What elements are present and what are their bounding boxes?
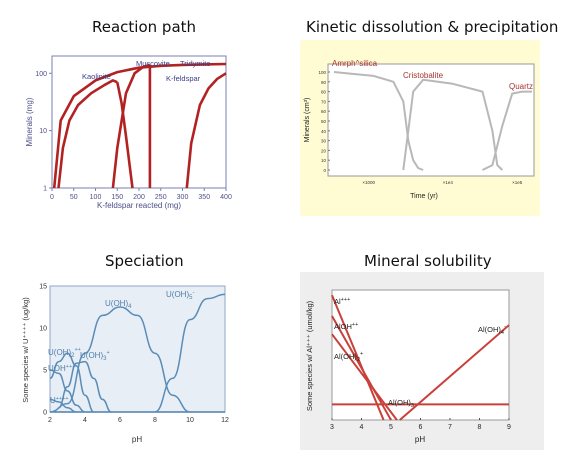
series-line-u-oh-2 — [49, 352, 95, 413]
x-axis-label: pH — [132, 435, 142, 444]
x-tick-label: 100 — [90, 194, 102, 201]
series-line-u — [49, 398, 77, 413]
plot-frame — [49, 285, 226, 413]
annotation-al-oh-3: Al(OH)3 — [388, 398, 414, 409]
y-tick-label: 80 — [321, 90, 327, 95]
y-tick-label: 100 — [318, 70, 326, 75]
series-line-tridymite — [52, 62, 227, 189]
y-axis-label: Some species w/ Al⁺⁺⁺ (umol/kg) — [305, 300, 314, 411]
x-tick-label: 2 — [48, 417, 52, 424]
series-line-kaolinite — [57, 79, 118, 189]
x-tick-label: 6 — [118, 417, 122, 424]
y-tick-label: 15 — [39, 284, 47, 291]
solubility-chart: 3 4 5 6 7 8 9 Al+++ AlOH++ Al(OH)2+ Al(OH)4- Al(OH… — [305, 289, 511, 444]
x-axis-label: Time (yr) — [410, 193, 438, 200]
annotation-al-oh-4: Al(OH)4- — [478, 324, 506, 336]
series-line-u-oh-5 — [154, 293, 226, 413]
x-tick-label: 350 — [198, 194, 210, 201]
x-tick-label: 300 — [177, 194, 189, 201]
annotation-aloh: AlOH++ — [334, 322, 358, 331]
reaction-path-chart: 0 50 100 150 200 250 300 350 400 1 10 100 Kaolinite… — [25, 55, 232, 210]
annotation-amrph-silica: Amrph^silica — [332, 59, 378, 68]
annotation-u-oh-5: U(OH)5- — [166, 290, 194, 301]
annotation-al: Al+++ — [334, 297, 350, 306]
series-line-kaolinite-tail — [116, 81, 134, 189]
y-tick-label: 0 — [323, 168, 326, 173]
mineral-solubility-title: Mineral solubility — [364, 252, 492, 270]
y-tick-label: 30 — [321, 139, 327, 144]
annotation-kaolinite: Kaolinite — [82, 72, 111, 81]
series-line-u-oh-3 — [58, 360, 112, 413]
kinetic-chart: 0 10 20 30 40 50 60 70 80 90 100 ×1000 ×1e4 ×1e5 Amrp… — [304, 59, 535, 200]
x-tick-label: 10 — [186, 417, 194, 424]
x-tick-label: 8 — [478, 424, 482, 431]
y-tick-label: 1 — [43, 186, 47, 193]
x-tick-label: 4 — [83, 417, 87, 424]
x-tick-label: 7 — [448, 424, 452, 431]
series-line-al — [331, 294, 385, 421]
x-tick-label: 12 — [221, 417, 229, 424]
series-line-quartz — [482, 90, 532, 171]
series-line-amrph-silica — [333, 71, 424, 171]
x-tick-label: 4 — [360, 424, 364, 431]
y-tick-label: 10 — [39, 326, 47, 333]
x-tick-label: 5 — [389, 424, 393, 431]
y-tick-label: 60 — [321, 109, 327, 114]
annotation-u: U++++ — [50, 396, 69, 405]
kinetic-title: Kinetic dissolution & precipitation — [306, 18, 559, 36]
annotation-al-oh-2: Al(OH)2+ — [334, 351, 363, 363]
plot-frame — [327, 63, 535, 177]
series-line-aloh — [331, 315, 392, 421]
x-tick-label: ×1e5 — [512, 180, 523, 185]
annotation-k-feldspar: K-feldspar — [166, 74, 201, 83]
reaction-path-title: Reaction path — [92, 18, 197, 36]
series-line-al-oh-2 — [331, 333, 398, 421]
annotation-u-oh: UOH+++ — [48, 364, 75, 373]
x-tick-label: 3 — [330, 424, 334, 431]
speciation-title: Speciation — [105, 252, 184, 270]
x-tick-label: 400 — [220, 194, 232, 201]
y-tick-label: 10 — [321, 158, 327, 163]
x-tick-label: 50 — [70, 194, 78, 201]
x-tick-label: 250 — [155, 194, 167, 201]
y-tick-label: 40 — [321, 129, 327, 134]
x-tick-label: 6 — [419, 424, 423, 431]
y-tick-label: 100 — [35, 71, 47, 78]
x-axis-label: pH — [415, 435, 425, 444]
annotation-cristobalite: Cristobalite — [403, 71, 444, 80]
y-tick-label: 50 — [321, 119, 327, 124]
y-axis-label: Minerals (mg) — [25, 97, 34, 146]
y-tick-label: 0 — [43, 410, 47, 417]
y-axis-label: Some species w/ U⁺⁺⁺⁺ (ug/kg) — [21, 297, 30, 403]
y-tick-label: 70 — [321, 99, 327, 104]
y-tick-label: 90 — [321, 80, 327, 85]
y-tick-label: 20 — [321, 148, 327, 153]
plot-frame — [331, 289, 510, 421]
speciation-chart: 2 4 6 8 10 12 0 5 10 15 U(OH)4 U(OH)5- U(OH)2++U(OH… — [21, 284, 229, 445]
x-tick-label: ×1e4 — [443, 180, 454, 185]
y-axis-label: Minerals (cm³) — [304, 98, 311, 143]
series-line-u-oh — [49, 369, 86, 413]
x-tick-label: 200 — [133, 194, 145, 201]
y-tick-label: 5 — [43, 368, 47, 375]
x-tick-label: 150 — [111, 194, 123, 201]
series-line-k-feldspar — [185, 72, 227, 189]
x-tick-label: 0 — [50, 194, 54, 201]
y-tick-label: 10 — [39, 128, 47, 135]
annotation-muscovite: Muscovite — [136, 59, 170, 68]
annotation-quartz: Quartz — [509, 82, 533, 91]
x-tick-label: 8 — [153, 417, 157, 424]
x-axis-label: K-feldspar reacted (mg) — [97, 201, 181, 210]
x-tick-label: ×1000 — [362, 180, 375, 185]
annotation-u-oh-4: U(OH)4 — [105, 299, 132, 310]
annotation-u-oh-3: U(OH)3+ — [80, 350, 110, 362]
x-tick-label: 9 — [507, 424, 511, 431]
annotation-u-oh-2: U(OH)2++ — [48, 347, 81, 359]
annotation-tridymite: Tridymite — [180, 59, 211, 68]
